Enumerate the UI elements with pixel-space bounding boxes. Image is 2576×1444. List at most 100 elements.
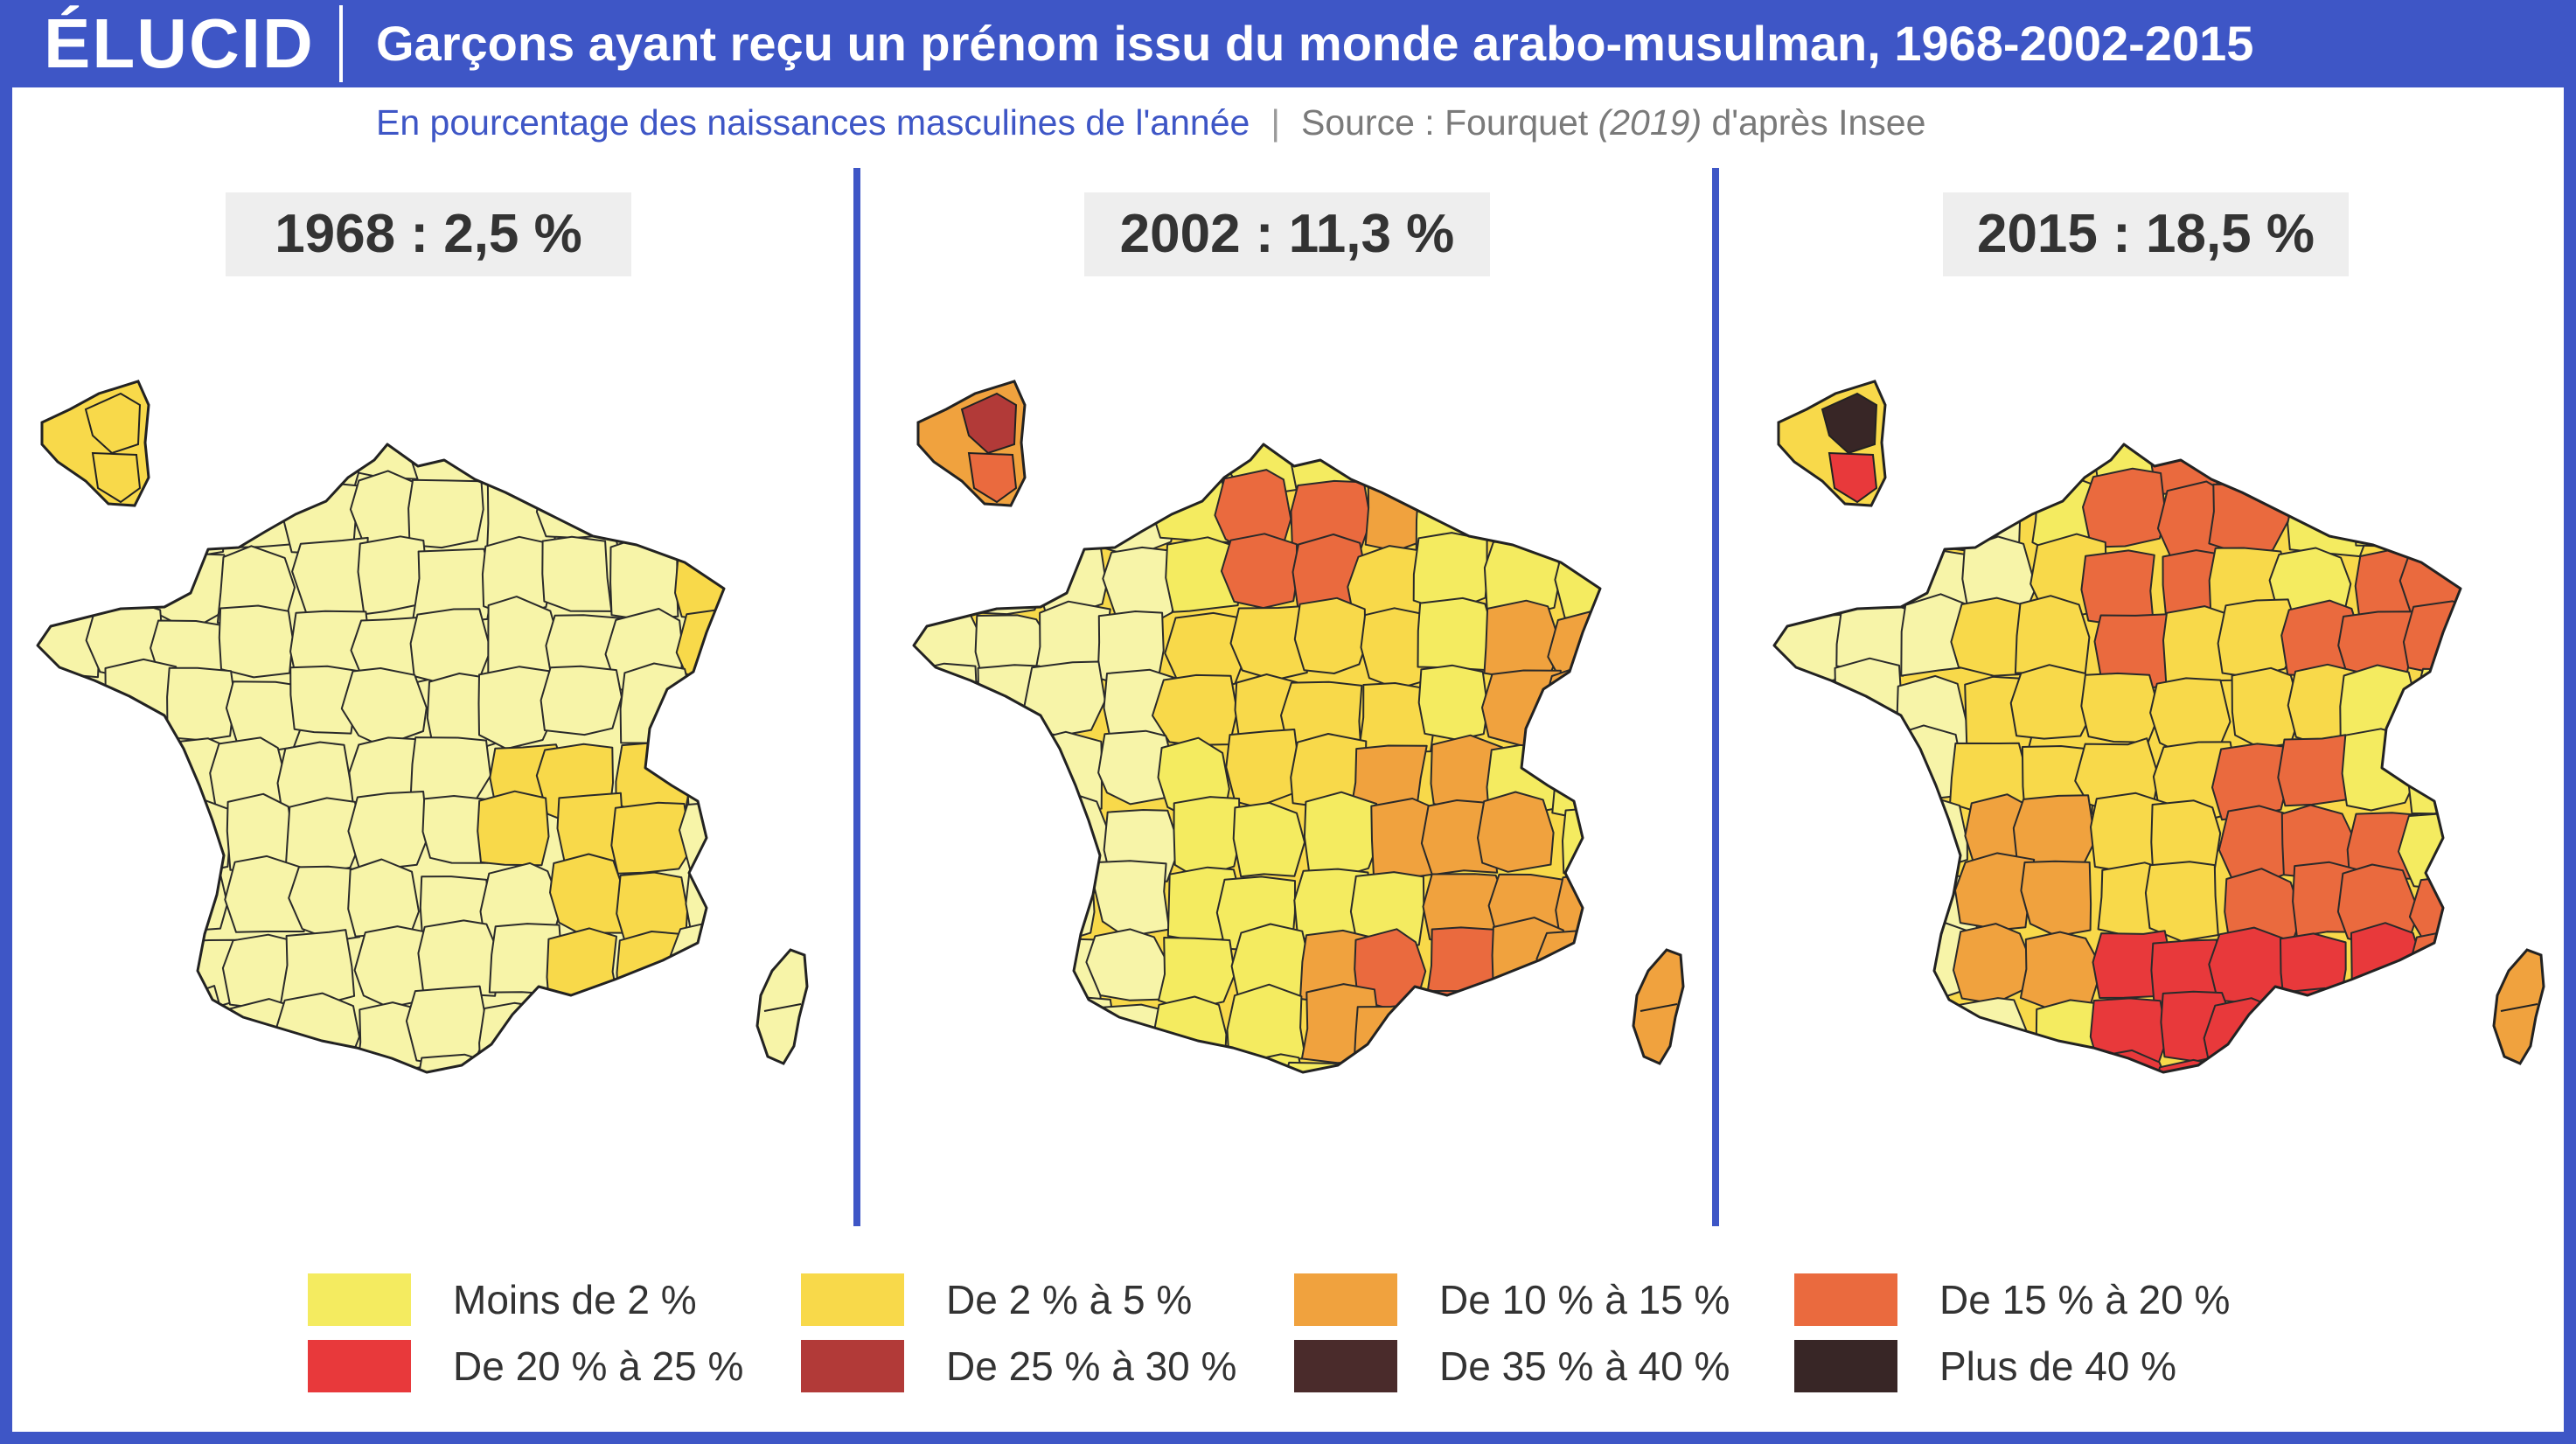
panel-divider-1 [853, 168, 860, 1226]
department [914, 792, 985, 868]
corsica-border [1640, 1003, 1678, 1012]
legend-swatch [1294, 1340, 1397, 1392]
department [2341, 728, 2420, 812]
elucid-logo: ÉLUCID [44, 4, 315, 82]
department [1678, 675, 1758, 750]
department [2211, 743, 2290, 821]
department [2082, 467, 2167, 548]
department [1627, 1057, 1704, 1136]
department [678, 673, 724, 756]
department [2536, 1006, 2576, 1075]
department [1605, 605, 1687, 681]
department [412, 548, 493, 624]
department [481, 535, 553, 617]
department [38, 673, 92, 750]
department [1232, 801, 1305, 878]
department [1890, 480, 1970, 553]
department [1165, 1066, 1244, 1072]
source-prefix: Source : Fourquet [1300, 102, 1589, 143]
department [914, 935, 975, 1004]
department [2282, 987, 2359, 1059]
map-1968 [36, 380, 885, 1074]
department [1681, 530, 1762, 611]
department [38, 725, 115, 809]
department [2411, 444, 2461, 494]
legend-swatch [1294, 1273, 1397, 1326]
department [1612, 402, 1695, 482]
page-title: Garçons ayant reçu un prénom issu du mon… [376, 16, 2254, 71]
department [1225, 729, 1300, 808]
department [1158, 937, 1236, 1011]
department [2472, 533, 2556, 613]
department [1535, 926, 1600, 1005]
france-outline [1772, 443, 2462, 1074]
source-suffix: d'après Insee [1711, 102, 1926, 143]
department [98, 800, 178, 882]
department [1676, 742, 1756, 820]
department [1620, 855, 1702, 934]
department [1830, 799, 1907, 873]
department [284, 797, 363, 878]
department [914, 662, 978, 743]
department [540, 1000, 615, 1072]
department [664, 467, 724, 548]
department [549, 853, 629, 934]
department [675, 1059, 724, 1072]
department [1482, 988, 1563, 1071]
department [972, 533, 1051, 616]
department [972, 749, 1051, 821]
department [224, 855, 305, 933]
department [1829, 1050, 1903, 1072]
department [1832, 743, 1912, 817]
department [1954, 852, 2036, 931]
legend-swatch [801, 1340, 904, 1392]
department [1679, 863, 1750, 938]
department [1491, 917, 1565, 1002]
subtitle-main: En pourcentage des naissances masculines… [376, 102, 1250, 143]
department [1412, 532, 1488, 613]
department [2030, 444, 2104, 480]
department [1692, 1064, 1764, 1134]
department [606, 471, 684, 548]
department [2536, 1049, 2576, 1127]
department [2536, 604, 2576, 678]
department [222, 444, 300, 489]
subtitle: En pourcentage des naissances masculines… [376, 96, 1925, 149]
department [546, 927, 621, 1008]
department [2217, 598, 2302, 679]
department [288, 865, 369, 942]
department [806, 618, 883, 688]
department [477, 790, 550, 867]
department [1303, 791, 1382, 878]
department [1423, 1057, 1493, 1072]
source-year: (2019) [1598, 102, 1702, 143]
paris-inset [916, 380, 1027, 507]
department [1477, 791, 1555, 873]
department [807, 660, 885, 741]
map-2002 [912, 380, 1764, 1136]
department [2419, 1058, 2461, 1072]
department [340, 667, 428, 748]
department [291, 536, 369, 618]
department [2545, 923, 2576, 1003]
legend-label: De 20 % à 25 % [453, 1343, 744, 1389]
website-url: www.elucid.media [2273, 1397, 2515, 1428]
department [2278, 1054, 2355, 1072]
department [2409, 475, 2461, 550]
department [733, 659, 807, 740]
department [1630, 482, 1702, 559]
department [487, 1046, 563, 1072]
department [808, 931, 882, 1004]
department [679, 801, 724, 876]
department [1358, 682, 1437, 753]
department [2080, 549, 2155, 625]
legend-label: Plus de 40 % [1939, 1343, 2177, 1389]
department [101, 852, 175, 933]
department [1220, 533, 1298, 610]
department [2019, 931, 2103, 1014]
department [803, 534, 881, 606]
department [2341, 999, 2425, 1068]
department [2467, 1058, 2548, 1130]
paris-inset-north [84, 392, 142, 455]
